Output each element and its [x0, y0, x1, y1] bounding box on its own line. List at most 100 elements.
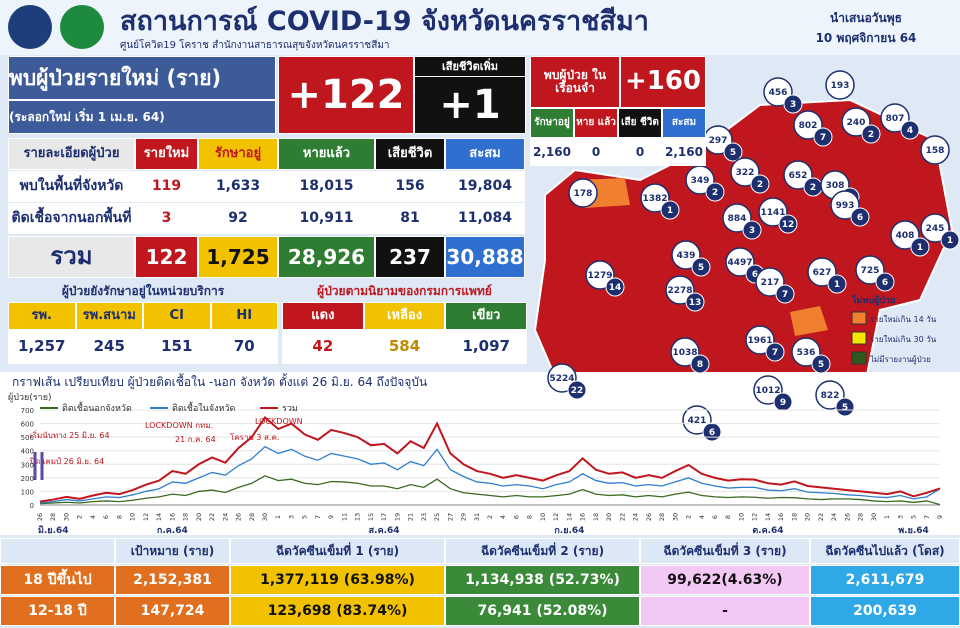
x-tick-label: 22 — [618, 513, 626, 521]
medical-header: แดง — [282, 302, 364, 330]
table-cell: 156 — [375, 171, 445, 202]
map-legend-label: รายใหม่เกิน 30 วัน — [870, 335, 937, 344]
prison-value: 0 — [574, 138, 618, 166]
district-new-badge — [811, 354, 831, 374]
service-header: รพ.สนาม — [75, 302, 143, 330]
subtitle: ศูนย์โควิด19 โคราช สำนักงานสาธารณสุขจังห… — [120, 38, 390, 51]
vaccine-cell: 200,639 — [810, 596, 960, 626]
district-new: 3 — [749, 226, 755, 236]
summary-title: พบผู้ป่วยรายใหม่ (ราย) — [8, 56, 276, 100]
x-tick-label: 20 — [804, 513, 812, 521]
district-total: 822 — [821, 391, 840, 401]
district-new: 2 — [868, 130, 874, 140]
prison-header: รักษาอยู่ — [530, 108, 574, 138]
map-district — [790, 306, 828, 336]
district-new-badge — [605, 277, 625, 297]
x-tick-label: 28 — [49, 513, 57, 521]
district-total: 421 — [688, 416, 707, 426]
total-cell: 237 — [375, 236, 445, 278]
x-tick-label: 22 — [817, 513, 825, 521]
district-total: 1382 — [642, 194, 667, 204]
x-tick-label: 7 — [314, 515, 322, 519]
x-tick-label: 17 — [380, 513, 388, 521]
x-tick-label: 31 — [473, 513, 481, 521]
medical-header: เหลือง — [363, 302, 446, 330]
district-total: 217 — [761, 278, 780, 288]
table-cell: 19,804 — [445, 171, 525, 202]
district-bubble — [825, 70, 855, 100]
x-tick-label: 25 — [433, 513, 441, 521]
x-tick-label: 18 — [790, 513, 798, 521]
district-new-badge — [742, 220, 762, 240]
district-new-badge — [723, 142, 743, 162]
district-total: 802 — [799, 121, 818, 131]
district-total: 158 — [926, 146, 945, 156]
vaccine-header: ฉีดวัคซีนไปแล้ว (โดส) — [810, 538, 960, 564]
x-tick-label: 18 — [182, 513, 190, 521]
month-label: ต.ค.64 — [752, 526, 783, 536]
district-new: 1 — [834, 280, 840, 290]
district-new-badge — [702, 422, 722, 442]
vaccine-cell: 99,622(4.63%) — [640, 565, 810, 595]
total-cell: 28,926 — [278, 236, 375, 278]
x-tick-label: 5 — [301, 515, 309, 519]
prison-value: 2,160 — [662, 138, 706, 166]
district-total: 439 — [677, 251, 696, 261]
total-cell: 1,725 — [198, 236, 278, 278]
district-new: 3 — [790, 100, 796, 110]
service-value: 1,257 — [8, 330, 76, 364]
y-tick-label: 600 — [21, 421, 34, 429]
x-tick-label: 6 — [711, 515, 719, 519]
x-tick-label: 9 — [936, 515, 944, 519]
district-total: 308 — [826, 181, 845, 191]
prison-value: 0 — [618, 138, 662, 166]
district-new: 7 — [772, 348, 778, 358]
district-total: 456 — [769, 88, 788, 98]
service-value: 151 — [143, 330, 211, 364]
table-cell: 92 — [198, 203, 278, 234]
medical-value: 42 — [282, 330, 364, 364]
x-tick-label: 27 — [446, 513, 454, 521]
district-new: 5 — [818, 360, 824, 370]
service-value: 245 — [75, 330, 143, 364]
district-new: 6 — [857, 213, 863, 223]
district-new: 5 — [842, 403, 848, 413]
vaccine-header: ฉีดวัคซีนเข็มที่ 1 (ราย) — [230, 538, 445, 564]
district-new: 9 — [780, 398, 786, 408]
service-header: CI — [143, 302, 211, 330]
logo — [60, 5, 104, 49]
x-tick-label: 8 — [724, 515, 732, 519]
annotation: โคราช 3 ส.ค. — [230, 432, 279, 442]
district-total: 240 — [847, 118, 866, 128]
prison-title: พบผู้ป่วย ในเรือนจำ — [530, 56, 620, 108]
district-new: 6 — [882, 278, 888, 288]
x-tick-label: 10 — [129, 513, 137, 521]
district-total: 193 — [831, 81, 850, 91]
map-legend-label: รายใหม่เกิน 14 วัน — [870, 315, 937, 324]
district-new: 12 — [782, 220, 795, 230]
series-line — [39, 475, 941, 506]
table-header: รายใหม่ — [135, 138, 198, 170]
x-tick-label: 14 — [155, 513, 163, 521]
vaccine-header: เป้าหมาย (ราย) — [115, 538, 230, 564]
district-new-badge — [783, 94, 803, 114]
chart-bg — [0, 372, 960, 535]
y-tick-label: 500 — [21, 434, 34, 442]
x-tick-label: 30 — [261, 513, 269, 521]
date: 10 พฤศจิกายน 64 — [816, 31, 917, 45]
table-cell: 1,633 — [198, 171, 278, 202]
y-tick-label: 0 — [30, 502, 34, 510]
district-new: 5 — [698, 263, 704, 273]
table-cell: 3 — [135, 203, 198, 234]
header-bg — [0, 0, 960, 55]
x-tick-label: 4 — [698, 515, 706, 519]
total-cell: 30,888 — [445, 236, 525, 278]
x-tick-label: 30 — [870, 513, 878, 521]
district-new: 8 — [697, 360, 703, 370]
prison-header: สะสม — [662, 108, 706, 138]
x-tick-label: 1 — [274, 515, 282, 519]
x-tick-label: 2 — [685, 515, 693, 519]
x-tick-label: 26 — [645, 513, 653, 521]
annotation: LOCKDOWN กทม. — [145, 421, 213, 430]
